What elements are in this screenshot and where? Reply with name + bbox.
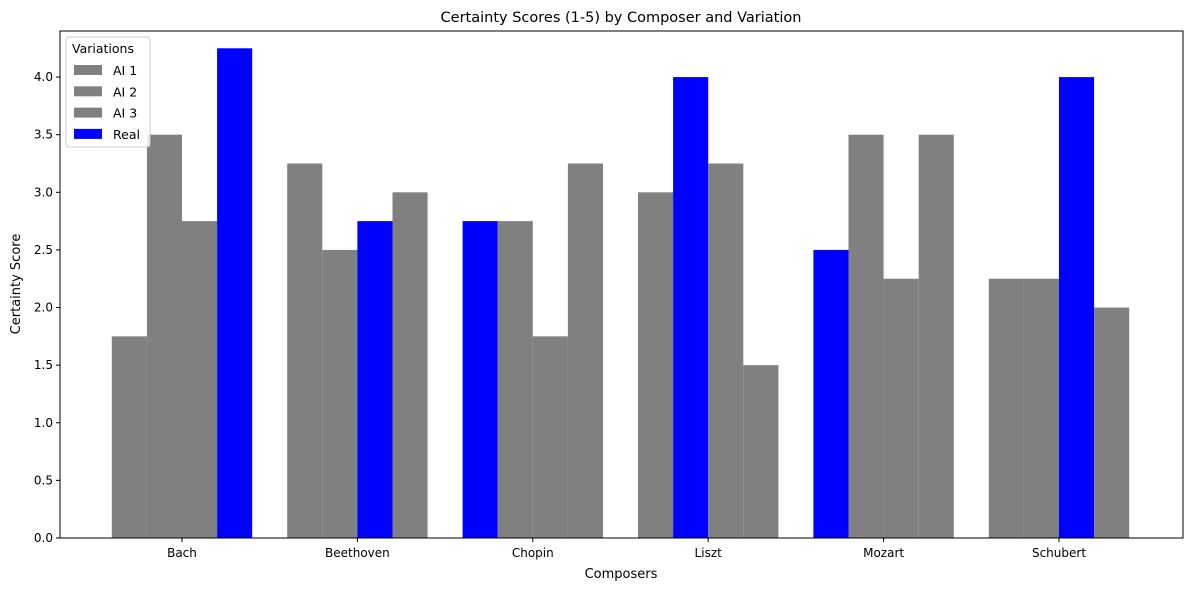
legend-swatch	[74, 65, 102, 75]
bar-bach-1	[111, 336, 147, 538]
legend-swatch	[74, 86, 102, 97]
bar-chopin-3	[532, 336, 568, 538]
y-tick-label: 0.0	[34, 531, 53, 545]
bar-bach-4	[217, 48, 253, 538]
x-tick-label: Chopin	[512, 546, 554, 560]
x-tick-label: Schubert	[1032, 546, 1086, 560]
legend-title: Variations	[72, 41, 134, 56]
legend-swatch	[74, 107, 102, 118]
legend-swatch	[74, 128, 102, 139]
bar-beethoven-2	[322, 249, 358, 538]
bars-group	[111, 48, 1130, 539]
y-tick-label: 1.0	[34, 416, 53, 430]
bar-schubert-1	[988, 278, 1024, 538]
bar-schubert-3	[1059, 77, 1095, 538]
bar-mozart-4	[918, 134, 954, 538]
bar-mozart-2	[848, 134, 884, 538]
y-tick-label: 0.5	[34, 473, 53, 487]
y-tick-label: 3.0	[34, 185, 53, 199]
y-tick-label: 2.0	[34, 301, 53, 315]
x-tick-label: Bach	[167, 546, 197, 560]
bar-schubert-4	[1094, 307, 1130, 538]
bar-liszt-2	[673, 77, 709, 538]
legend: Variations AI 1 AI 2 AI 3 Real	[65, 36, 151, 148]
legend-entry-label: AI 1	[113, 63, 137, 78]
bar-bach-3	[182, 221, 218, 539]
x-tick-label: Liszt	[695, 546, 723, 560]
y-tick-label: 1.5	[34, 358, 53, 372]
bar-bach-2	[146, 134, 182, 538]
bar-mozart-1	[813, 249, 849, 538]
bar-mozart-3	[883, 278, 919, 538]
legend-entry-label: Real	[113, 127, 140, 142]
legend-entry-label: AI 3	[113, 106, 137, 121]
bar-beethoven-1	[287, 163, 323, 538]
x-tick-label: Beethoven	[325, 546, 390, 560]
legend-box	[65, 36, 151, 148]
bar-liszt-3	[708, 163, 744, 538]
bar-schubert-2	[1023, 278, 1059, 538]
x-axis-label: Composers	[585, 567, 658, 582]
bar-beethoven-3	[357, 221, 393, 539]
bar-chopin-2	[497, 221, 533, 539]
x-tick-label: Mozart	[863, 546, 904, 560]
y-tick-label: 3.5	[34, 128, 53, 142]
y-axis-label: Certainty Score	[9, 234, 24, 335]
bar-chopin-4	[567, 163, 603, 538]
x-ticks: Bach Beethoven Chopin Liszt Mozart Schubert	[167, 538, 1086, 560]
y-tick-label: 4.0	[34, 70, 53, 84]
bar-chopin-1	[462, 221, 498, 539]
bar-liszt-4	[743, 365, 779, 538]
chart-title: Certainty Scores (1-5) by Composer and V…	[441, 10, 802, 26]
plot-frame	[59, 30, 1184, 539]
y-tick-label: 2.5	[34, 243, 53, 257]
bar-beethoven-4	[392, 192, 428, 538]
legend-entry-label: AI 2	[113, 84, 137, 99]
y-ticks: 0.0 0.5 1.0 1.5 2.0 2.5 3.0 3.5 4.0	[34, 70, 60, 545]
bar-liszt-1	[638, 192, 674, 538]
